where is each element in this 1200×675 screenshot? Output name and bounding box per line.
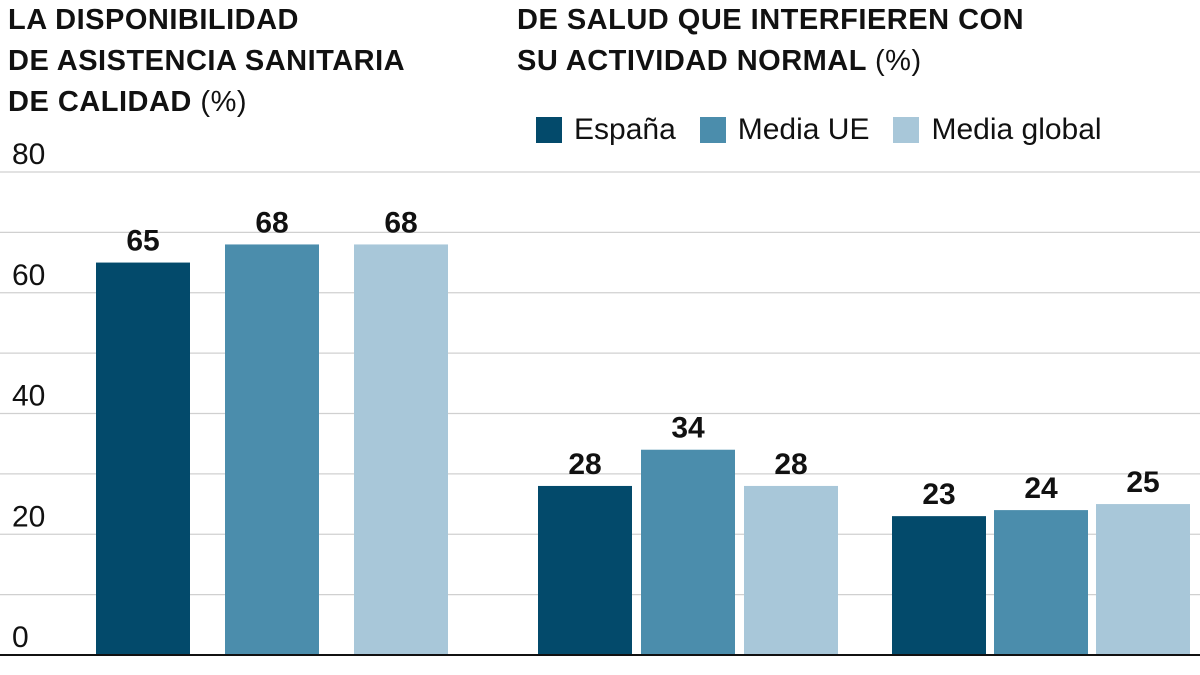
legend-item-media-global: Media global — [893, 113, 1102, 147]
bar — [96, 262, 190, 655]
bar — [1096, 504, 1190, 655]
bar — [641, 449, 735, 655]
legend-label-espana: España — [574, 113, 676, 146]
y-tick-label: 0 — [12, 621, 29, 654]
legend-swatch-espana — [536, 117, 562, 143]
bar-value-label: 34 — [671, 412, 705, 445]
y-tick-label: 40 — [12, 380, 45, 413]
legend-swatch-media-ue — [699, 117, 726, 143]
chart-title-right: DE SALUD QUE INTERFIEREN CON SU ACTIVIDA… — [517, 0, 1024, 82]
bar — [538, 485, 632, 655]
title-left-line: LA DISPONIBILIDAD — [8, 4, 299, 36]
bar-value-label: 65 — [126, 225, 159, 258]
legend-item-espana: España — [536, 113, 676, 147]
bar — [994, 510, 1088, 655]
legend-label-media-ue: Media UE — [737, 113, 870, 146]
bar-value-label: 25 — [1126, 466, 1159, 499]
title-left-unit: (%) — [200, 86, 248, 118]
legend-item-media-ue: Media UE — [699, 113, 870, 147]
legend-swatch-media-global — [893, 117, 920, 143]
y-tick-label: 80 — [12, 138, 45, 171]
bar-value-label: 68 — [384, 206, 417, 239]
bar — [892, 516, 986, 655]
y-tick-label: 60 — [12, 259, 45, 292]
bar-value-label: 23 — [922, 478, 955, 511]
title-right-line-text: SU ACTIVIDAD NORMAL — [517, 45, 867, 77]
bar — [225, 244, 319, 655]
bar — [744, 485, 838, 655]
title-right-line: DE SALUD QUE INTERFIEREN CON — [517, 4, 1025, 36]
chart-title-left: LA DISPONIBILIDAD DE ASISTENCIA SANITARI… — [8, 0, 405, 123]
y-tick-label: 20 — [12, 500, 45, 533]
legend-label-media-global: Media global — [931, 113, 1102, 146]
title-right-line: SU ACTIVIDAD NORMAL (%) — [517, 41, 1024, 82]
title-left-line-text: DE CALIDAD — [8, 86, 192, 118]
title-right-unit: (%) — [875, 45, 922, 77]
bar-value-label: 28 — [774, 448, 807, 481]
bar-value-label: 24 — [1024, 472, 1058, 505]
chart-legend: España Media UE Media global — [536, 113, 1102, 147]
bar — [354, 244, 448, 655]
title-left-line: DE ASISTENCIA SANITARIA — [8, 45, 406, 77]
bar-value-label: 68 — [255, 206, 288, 239]
title-left-line: DE CALIDAD (%) — [8, 82, 405, 123]
bar-value-label: 28 — [568, 448, 601, 481]
